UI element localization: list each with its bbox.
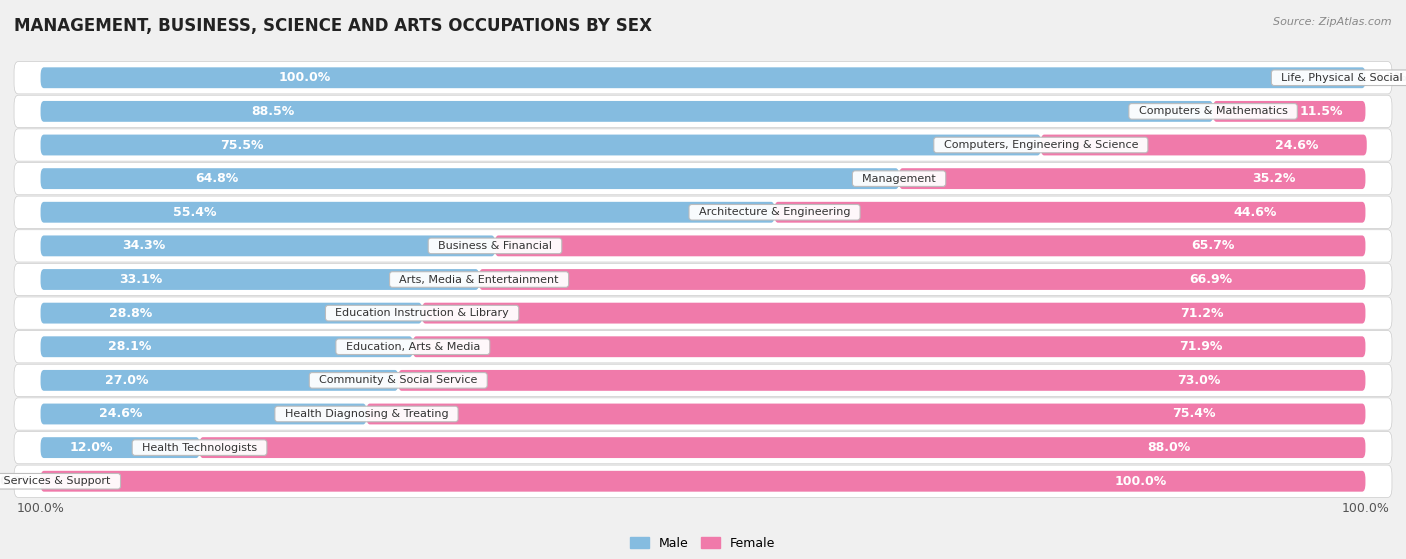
Text: Health Diagnosing & Treating: Health Diagnosing & Treating	[277, 409, 456, 419]
Text: Arts, Media & Entertainment: Arts, Media & Entertainment	[392, 274, 565, 285]
FancyBboxPatch shape	[14, 465, 1392, 498]
Text: 75.5%: 75.5%	[221, 139, 264, 151]
FancyBboxPatch shape	[495, 235, 1365, 256]
Text: 33.1%: 33.1%	[120, 273, 163, 286]
Text: Education Instruction & Library: Education Instruction & Library	[328, 308, 516, 318]
FancyBboxPatch shape	[413, 337, 1365, 357]
FancyBboxPatch shape	[14, 163, 1392, 195]
Text: 100.0%: 100.0%	[17, 502, 65, 515]
FancyBboxPatch shape	[41, 202, 775, 222]
Text: Management: Management	[855, 174, 943, 183]
FancyBboxPatch shape	[898, 168, 1365, 189]
FancyBboxPatch shape	[398, 370, 1365, 391]
Text: 55.4%: 55.4%	[173, 206, 217, 219]
Text: 12.0%: 12.0%	[69, 441, 112, 454]
Text: Source: ZipAtlas.com: Source: ZipAtlas.com	[1274, 17, 1392, 27]
FancyBboxPatch shape	[41, 404, 367, 424]
FancyBboxPatch shape	[14, 398, 1392, 430]
FancyBboxPatch shape	[41, 168, 898, 189]
FancyBboxPatch shape	[14, 432, 1392, 464]
Text: 71.2%: 71.2%	[1181, 307, 1225, 320]
Text: 65.7%: 65.7%	[1191, 239, 1234, 252]
Text: 75.4%: 75.4%	[1173, 408, 1216, 420]
Text: Legal Services & Support: Legal Services & Support	[0, 476, 118, 486]
Text: Education, Arts & Media: Education, Arts & Media	[339, 342, 486, 352]
FancyBboxPatch shape	[14, 364, 1392, 396]
FancyBboxPatch shape	[41, 437, 200, 458]
Text: 27.0%: 27.0%	[105, 374, 149, 387]
Legend: Male, Female: Male, Female	[626, 532, 780, 555]
Text: Life, Physical & Social Science: Life, Physical & Social Science	[1274, 73, 1406, 83]
Text: 44.6%: 44.6%	[1233, 206, 1277, 219]
Text: 64.8%: 64.8%	[195, 172, 239, 185]
FancyBboxPatch shape	[41, 101, 1213, 122]
FancyBboxPatch shape	[41, 269, 479, 290]
Text: 35.2%: 35.2%	[1253, 172, 1295, 185]
FancyBboxPatch shape	[422, 303, 1365, 324]
FancyBboxPatch shape	[14, 230, 1392, 262]
Text: 0.0%: 0.0%	[0, 475, 34, 488]
Text: MANAGEMENT, BUSINESS, SCIENCE AND ARTS OCCUPATIONS BY SEX: MANAGEMENT, BUSINESS, SCIENCE AND ARTS O…	[14, 17, 652, 35]
Text: 88.0%: 88.0%	[1147, 441, 1191, 454]
Text: Business & Financial: Business & Financial	[432, 241, 560, 251]
Text: 88.5%: 88.5%	[252, 105, 295, 118]
Text: Computers, Engineering & Science: Computers, Engineering & Science	[936, 140, 1144, 150]
FancyBboxPatch shape	[14, 95, 1392, 127]
Text: 71.9%: 71.9%	[1180, 340, 1223, 353]
Text: 28.1%: 28.1%	[108, 340, 150, 353]
Text: 24.6%: 24.6%	[100, 408, 142, 420]
FancyBboxPatch shape	[367, 404, 1365, 424]
Text: 28.8%: 28.8%	[110, 307, 152, 320]
FancyBboxPatch shape	[41, 303, 422, 324]
Text: 24.6%: 24.6%	[1274, 139, 1317, 151]
FancyBboxPatch shape	[14, 297, 1392, 329]
Text: 100.0%: 100.0%	[278, 71, 332, 84]
FancyBboxPatch shape	[14, 196, 1392, 229]
Text: 66.9%: 66.9%	[1189, 273, 1233, 286]
FancyBboxPatch shape	[1040, 135, 1367, 155]
Text: Community & Social Service: Community & Social Service	[312, 376, 485, 385]
FancyBboxPatch shape	[1213, 101, 1365, 122]
Text: 34.3%: 34.3%	[122, 239, 166, 252]
Text: 0.0%: 0.0%	[1372, 71, 1406, 84]
FancyBboxPatch shape	[41, 337, 413, 357]
FancyBboxPatch shape	[14, 263, 1392, 296]
FancyBboxPatch shape	[14, 129, 1392, 161]
Text: 100.0%: 100.0%	[1341, 502, 1389, 515]
FancyBboxPatch shape	[41, 235, 495, 256]
FancyBboxPatch shape	[41, 135, 1040, 155]
Text: 11.5%: 11.5%	[1299, 105, 1343, 118]
FancyBboxPatch shape	[41, 471, 1365, 492]
FancyBboxPatch shape	[14, 330, 1392, 363]
FancyBboxPatch shape	[14, 61, 1392, 94]
Text: Health Technologists: Health Technologists	[135, 443, 264, 453]
FancyBboxPatch shape	[200, 437, 1365, 458]
FancyBboxPatch shape	[41, 370, 398, 391]
Text: 100.0%: 100.0%	[1115, 475, 1167, 488]
Text: Computers & Mathematics: Computers & Mathematics	[1132, 106, 1295, 116]
FancyBboxPatch shape	[775, 202, 1365, 222]
FancyBboxPatch shape	[41, 67, 1365, 88]
Text: 73.0%: 73.0%	[1177, 374, 1220, 387]
Text: Architecture & Engineering: Architecture & Engineering	[692, 207, 858, 217]
FancyBboxPatch shape	[479, 269, 1365, 290]
